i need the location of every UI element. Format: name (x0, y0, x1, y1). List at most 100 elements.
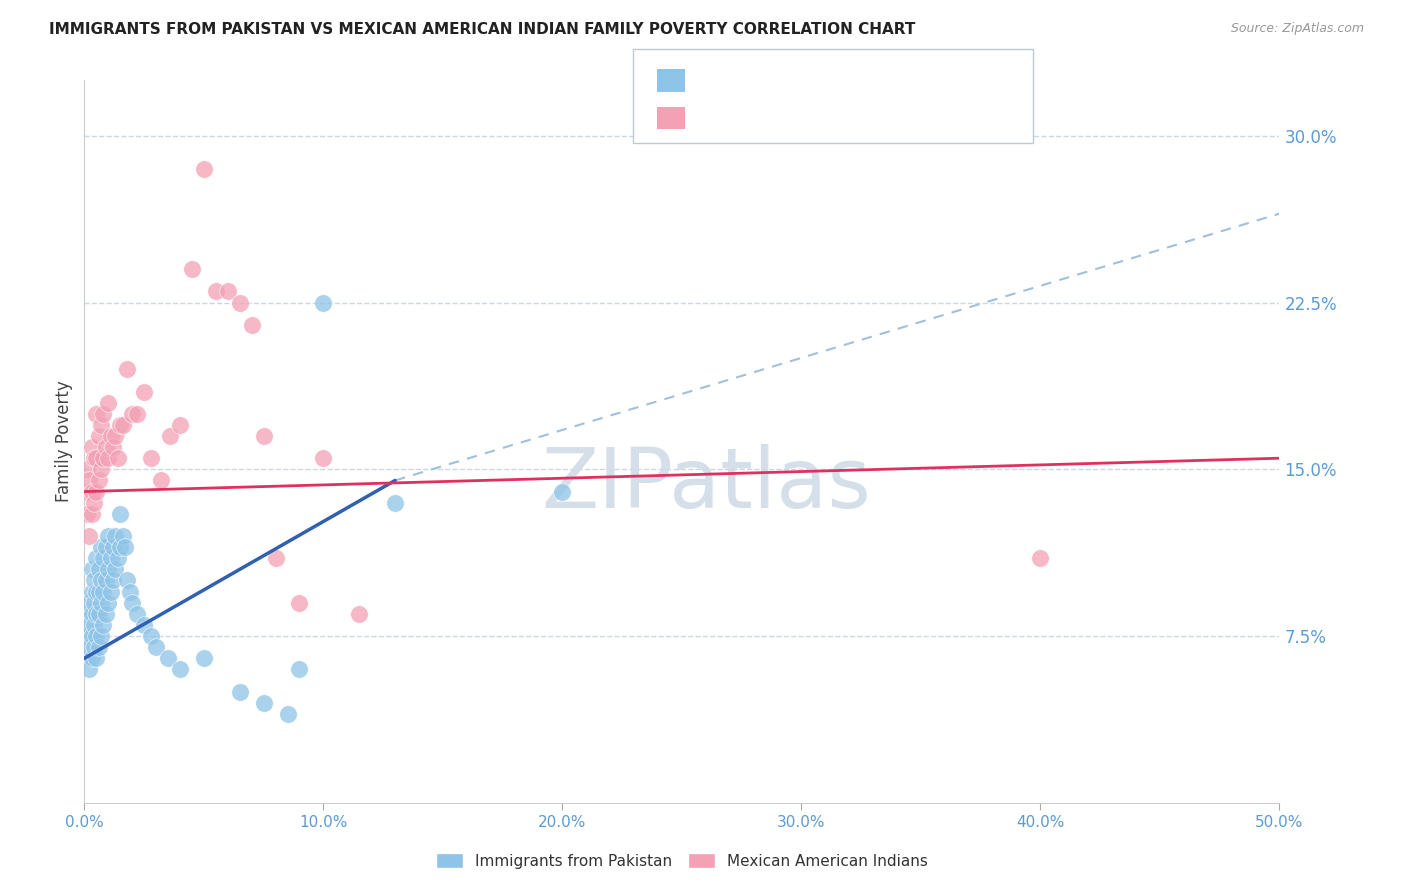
Text: R = 0.252   N = 66: R = 0.252 N = 66 (699, 71, 877, 89)
Point (77, 596, 100, 610)
Point (149, 474, 172, 488)
Point (76, 607, 98, 621)
Point (117, 362, 139, 376)
Point (76, 629, 98, 643)
Point (83, 640, 105, 655)
Point (312, 451, 335, 466)
Point (384, 496, 406, 510)
Point (77, 474, 100, 488)
Point (83, 574, 105, 588)
Point (141, 451, 163, 466)
Point (97, 395, 120, 409)
Point (157, 651, 180, 665)
Point (76, 462, 98, 476)
Point (169, 417, 191, 432)
Point (132, 618, 156, 632)
Point (100, 584, 122, 599)
Point (145, 640, 167, 655)
Point (264, 551, 287, 566)
Point (104, 529, 127, 543)
Point (193, 162, 215, 177)
Point (229, 684, 252, 698)
Point (125, 407, 148, 421)
Point (217, 285, 239, 299)
Point (253, 429, 276, 443)
Point (111, 529, 134, 543)
Point (107, 551, 129, 566)
Point (118, 584, 141, 599)
Point (93, 618, 115, 632)
Point (90, 574, 112, 588)
Point (288, 662, 311, 676)
Point (121, 596, 143, 610)
Point (114, 540, 136, 554)
Point (229, 295, 252, 310)
Text: IMMIGRANTS FROM PAKISTAN VS MEXICAN AMERICAN INDIAN FAMILY POVERTY CORRELATION C: IMMIGRANTS FROM PAKISTAN VS MEXICAN AMER… (49, 22, 915, 37)
Point (101, 574, 124, 588)
Point (77, 618, 100, 632)
Point (80, 484, 103, 499)
Point (205, 285, 228, 299)
Point (94, 574, 117, 588)
Point (132, 384, 156, 399)
Point (125, 607, 148, 621)
Point (94, 540, 117, 554)
Point (277, 706, 299, 721)
Point (77, 640, 100, 655)
Point (80, 440, 103, 454)
Point (87, 562, 110, 576)
Point (93, 407, 115, 421)
Point (80, 629, 103, 643)
Point (93, 551, 115, 566)
Point (76, 507, 98, 521)
Point (83, 451, 105, 466)
Point (86, 551, 108, 566)
Point (288, 596, 311, 610)
Point (90, 417, 112, 432)
Point (97, 451, 120, 466)
Point (111, 417, 134, 432)
Point (86, 607, 108, 621)
Point (253, 696, 276, 710)
Point (86, 484, 108, 499)
Point (97, 562, 120, 576)
Point (97, 529, 120, 543)
Point (90, 629, 112, 643)
Point (76, 651, 98, 665)
Point (80, 651, 103, 665)
Point (1029, 551, 1052, 566)
Point (551, 484, 574, 499)
Point (100, 551, 122, 566)
Point (83, 496, 105, 510)
Point (80, 562, 103, 576)
Point (93, 451, 115, 466)
Point (87, 607, 110, 621)
Point (86, 651, 108, 665)
Point (141, 629, 163, 643)
Text: ZIPatlas: ZIPatlas (541, 444, 870, 525)
Point (169, 662, 191, 676)
Point (83, 618, 105, 632)
Point (121, 407, 143, 421)
Y-axis label: Family Poverty: Family Poverty (55, 381, 73, 502)
Point (86, 407, 108, 421)
Point (93, 584, 115, 599)
Point (86, 451, 108, 466)
Point (87, 640, 110, 655)
Point (107, 451, 129, 466)
Point (101, 540, 124, 554)
Text: Source: ZipAtlas.com: Source: ZipAtlas.com (1230, 22, 1364, 36)
Point (110, 507, 132, 521)
Point (87, 474, 110, 488)
Point (90, 596, 112, 610)
Point (240, 318, 263, 332)
Point (159, 429, 181, 443)
Point (83, 596, 105, 610)
Point (86, 629, 108, 643)
Point (110, 417, 132, 432)
Point (90, 462, 112, 476)
Point (181, 262, 204, 277)
Point (80, 584, 103, 599)
Point (193, 651, 215, 665)
Point (76, 484, 98, 499)
